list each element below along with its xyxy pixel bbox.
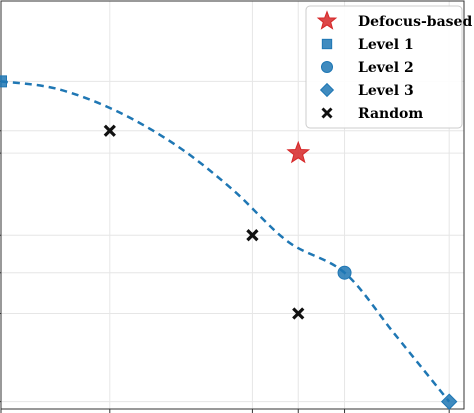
legend-item: Level 1: [321, 37, 414, 53]
legend-marker-x: [321, 107, 333, 119]
legend-label: Level 2: [358, 60, 414, 76]
plot-frame: [0, 0, 465, 410]
legend-label: Level 1: [358, 37, 414, 53]
legend-label: Random: [358, 106, 423, 122]
data-point-circle: [337, 265, 352, 280]
legend-box: [305, 5, 463, 129]
legend-marker-circle: [320, 60, 334, 74]
legend-marker-square: [321, 38, 333, 50]
data-point-x: [246, 229, 259, 242]
legend-label: Level 3: [358, 83, 414, 99]
legend-item: Random: [321, 106, 423, 122]
legend-marker-diamond: [319, 82, 335, 98]
data-point-x: [103, 124, 116, 137]
data-point-star: [286, 140, 311, 164]
legend-label: Defocus-based: [358, 14, 472, 30]
data-point-x: [292, 307, 305, 320]
axis-ticks: [0, 80, 450, 413]
legend-item: Level 3: [319, 82, 414, 99]
legend-marker-star: [316, 10, 338, 30]
legend-item: Defocus-based: [316, 10, 472, 30]
data-point-square: [0, 75, 7, 88]
data-points: [0, 75, 458, 410]
legend-item: Level 2: [320, 60, 414, 76]
legend: Defocus-based Level 1 Level 2 Level 3 Random: [305, 5, 472, 129]
fit-curve: [0, 80, 451, 403]
data-point-diamond: [440, 393, 458, 410]
